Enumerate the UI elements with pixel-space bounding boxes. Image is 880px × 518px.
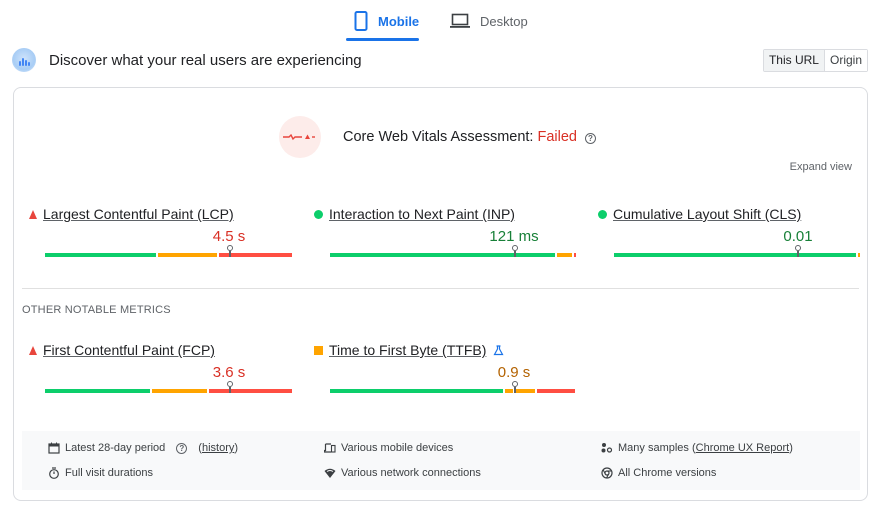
metric-cls-link[interactable]: Cumulative Layout Shift (CLS): [613, 206, 802, 222]
assessment-status: Failed: [537, 129, 577, 145]
help-icon[interactable]: ?: [584, 133, 596, 144]
devices-info: Various mobile devices: [324, 442, 453, 454]
assessment-label: Core Web Vitals Assessment:: [343, 129, 534, 145]
tab-desktop-label: Desktop: [480, 13, 528, 29]
expand-view-button[interactable]: Expand view: [789, 161, 852, 173]
chrome-ux-report-link[interactable]: Chrome UX Report: [695, 442, 790, 454]
p75-marker-icon: [511, 381, 519, 393]
poor-segment: [219, 253, 292, 257]
smartphone-icon: [354, 11, 368, 31]
visit-duration-text: Full visit durations: [65, 467, 154, 479]
samples-text: Many samples (Chrome UX Report): [618, 442, 793, 454]
needs-improvement-segment: [858, 253, 860, 257]
metric-lcp-link[interactable]: Largest Contentful Paint (LCP): [43, 206, 234, 222]
metric-ttfb: Time to First Byte (TTFB) 0.9 s: [314, 340, 576, 393]
p75-marker-icon: [226, 245, 234, 257]
history-link-wrap: (history): [198, 442, 239, 454]
failed-pulse-icon: [279, 116, 321, 158]
origin-button[interactable]: Origin: [824, 50, 867, 71]
metric-inp: Interaction to Next Paint (INP) 121 ms: [314, 204, 576, 257]
metric-ttfb-value: 0.9 s: [497, 364, 531, 381]
calendar-icon: [48, 442, 60, 454]
poor-segment: [209, 389, 292, 393]
tab-mobile[interactable]: Mobile: [354, 0, 419, 42]
needs-improvement-square-icon: [314, 345, 323, 355]
network-info: Various network connections: [324, 467, 481, 479]
needs-improvement-segment: [515, 389, 535, 393]
period-help-icon[interactable]: ?: [176, 442, 188, 454]
tab-desktop[interactable]: Desktop: [450, 0, 528, 42]
chrome-versions-info: All Chrome versions: [601, 467, 716, 479]
assessment-text: Core Web Vitals Assessment: Failed?: [343, 129, 596, 145]
metric-ttfb-distribution-bar: [330, 389, 577, 393]
metric-inp-value: 121 ms: [489, 228, 539, 245]
laptop-icon: [450, 13, 470, 28]
needs-improvement-segment: [152, 389, 207, 393]
poor-segment: [537, 389, 575, 393]
metric-fcp: First Contentful Paint (FCP) 3.6 s: [29, 340, 292, 393]
device-tabs: Mobile Desktop: [0, 0, 880, 42]
cwv-assessment: Core Web Vitals Assessment: Failed?: [279, 116, 596, 158]
metric-inp-link[interactable]: Interaction to Next Paint (INP): [329, 206, 515, 222]
active-tab-indicator: [346, 38, 419, 41]
chrome-versions-text: All Chrome versions: [618, 467, 717, 479]
this-url-button[interactable]: This URL: [763, 50, 825, 71]
metric-cls: Cumulative Layout Shift (CLS) 0.01: [598, 204, 860, 257]
good-segment: [614, 253, 856, 257]
metric-inp-distribution-bar: [330, 253, 577, 257]
good-circle-icon: [314, 209, 323, 219]
samples-info: Many samples (Chrome UX Report): [601, 442, 793, 454]
metric-lcp-value: 4.5 s: [212, 228, 246, 245]
other-metrics-heading: OTHER NOTABLE METRICS: [22, 304, 171, 316]
metric-lcp: Largest Contentful Paint (LCP) 4.5 s: [29, 204, 292, 257]
poor-segment: [574, 253, 576, 257]
good-circle-icon: [598, 209, 607, 219]
flask-icon[interactable]: [493, 344, 504, 356]
metric-fcp-value: 3.6 s: [212, 364, 246, 381]
period-text: Latest 28-day period: [65, 442, 166, 454]
network-text: Various network connections: [341, 467, 481, 479]
section-divider: [22, 288, 859, 289]
samples-dots-icon: [601, 443, 613, 453]
metric-fcp-link[interactable]: First Contentful Paint (FCP): [43, 342, 215, 358]
crux-logo-icon: [12, 48, 36, 72]
good-segment: [45, 253, 156, 257]
good-segment: [330, 253, 555, 257]
chrome-icon: [601, 467, 613, 479]
p75-marker-icon: [226, 381, 234, 393]
section-header: Discover what your real users are experi…: [12, 46, 868, 74]
poor-triangle-icon: [29, 345, 37, 355]
p75-marker-icon: [511, 245, 519, 257]
devices-text: Various mobile devices: [341, 442, 454, 454]
metric-fcp-distribution-bar: [45, 389, 292, 393]
data-collection-info: Latest 28-day period ? (history) Full vi…: [22, 431, 860, 490]
history-link[interactable]: history: [201, 442, 235, 454]
p75-marker-icon: [794, 245, 802, 257]
needs-improvement-segment: [158, 253, 217, 257]
metric-ttfb-link[interactable]: Time to First Byte (TTFB): [329, 342, 487, 358]
good-segment: [45, 389, 150, 393]
devices-icon: [324, 443, 336, 453]
metric-lcp-distribution-bar: [45, 253, 292, 257]
needs-improvement-segment: [557, 253, 572, 257]
poor-triangle-icon: [29, 209, 37, 219]
url-origin-toggle: This URL Origin: [762, 49, 868, 72]
good-segment: [330, 389, 503, 393]
needs-improvement-segment: [505, 389, 513, 393]
period-info: Latest 28-day period ? (history): [48, 442, 238, 454]
network-signal-icon: [324, 468, 336, 478]
visit-duration-info: Full visit durations: [48, 467, 153, 479]
metric-cls-distribution-bar: [614, 253, 861, 257]
tab-mobile-label: Mobile: [378, 13, 420, 29]
field-data-card: Core Web Vitals Assessment: Failed? Expan…: [13, 87, 868, 501]
metric-cls-value: 0.01: [783, 228, 813, 245]
section-title: Discover what your real users are experi…: [49, 51, 362, 69]
stopwatch-icon: [49, 467, 59, 479]
